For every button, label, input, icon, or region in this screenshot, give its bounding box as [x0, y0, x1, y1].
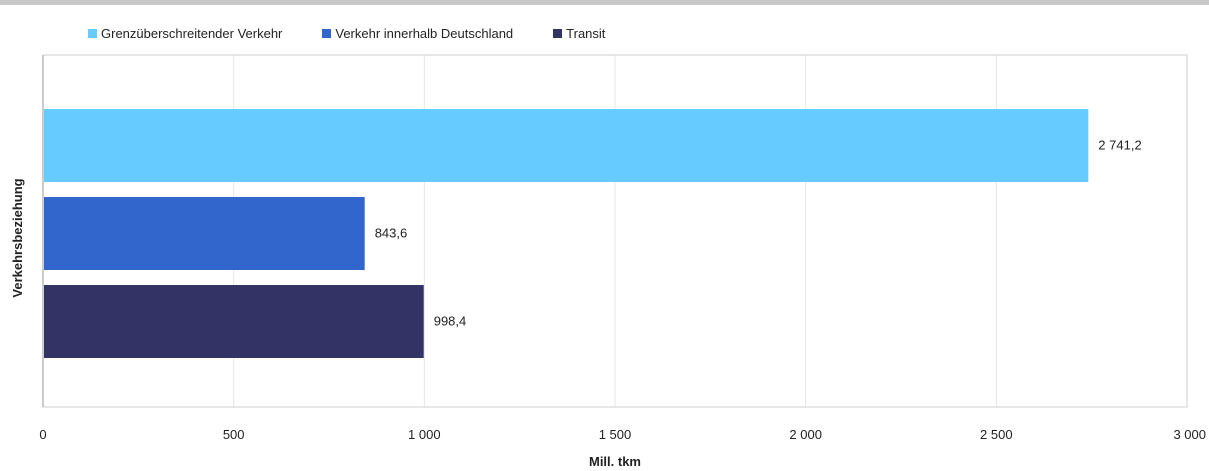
legend-item-grenzueberschreitender-verkehr: Grenzüberschreitender Verkehr: [88, 26, 282, 41]
legend-item-transit: Transit: [553, 26, 605, 41]
bar-value-label: 843,6: [375, 226, 408, 241]
x-tick-label: 0: [39, 427, 46, 442]
legend-swatch: [322, 29, 332, 38]
legend: Grenzüberschreitender Verkehr Verkehr in…: [88, 26, 605, 41]
x-axis-label: Mill. tkm: [589, 454, 641, 469]
bar-value-label: 2 741,2: [1098, 138, 1141, 153]
y-axis-label: Verkehrsbeziehung: [10, 178, 25, 297]
bar: [44, 285, 424, 358]
legend-label: Grenzüberschreitender Verkehr: [101, 26, 283, 41]
legend-label: Transit: [566, 26, 606, 41]
bar: [44, 109, 1089, 182]
legend-label: Verkehr innerhalb Deutschland: [335, 26, 514, 41]
x-axis: 0 500 1 000 1 500 2 000 2 500 3 000: [39, 427, 1206, 442]
bars: [44, 109, 1089, 358]
x-tick-label: 500: [223, 427, 245, 442]
legend-swatch: [553, 29, 563, 38]
bar-value-label: 998,4: [434, 314, 467, 329]
x-tick-label: 3 000: [1173, 427, 1206, 442]
x-tick-label: 2 000: [789, 427, 822, 442]
x-tick-label: 2 500: [980, 427, 1013, 442]
legend-item-verkehr-innerhalb-deutschland: Verkehr innerhalb Deutschland: [322, 26, 513, 41]
bar-labels: 2 741,2 843,6 998,4: [375, 138, 1142, 329]
x-tick-label: 1 500: [599, 427, 632, 442]
x-tick-label: 1 000: [408, 427, 441, 442]
top-strip: [0, 0, 1209, 5]
bar: [44, 197, 365, 270]
legend-swatch: [88, 29, 97, 38]
